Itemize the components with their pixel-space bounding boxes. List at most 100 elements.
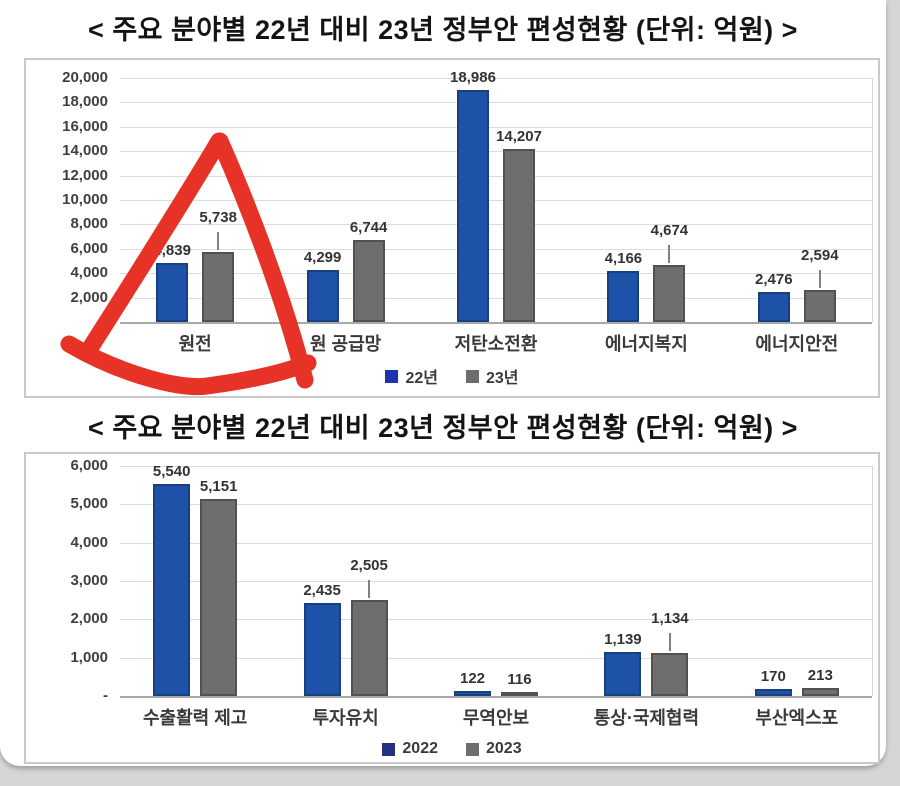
x-axis-category-label: 투자유치 [312, 708, 379, 728]
2023-value-label: 116 [507, 670, 532, 688]
plot-right-border [872, 466, 873, 696]
x-axis-category-label: 통상·국제협력 [593, 708, 700, 728]
y-axis-tick-label: - [103, 687, 108, 704]
legend-item-23년: 23년 [466, 364, 519, 388]
value-label-leader-line [818, 270, 821, 289]
gridline [120, 102, 872, 104]
legend-swatch-icon [382, 742, 396, 756]
gridline [120, 504, 872, 506]
y-axis-tick-label: 16,000 [62, 117, 108, 135]
2022-value-label: 122 [459, 670, 486, 688]
chart1-title: < 주요 분야별 22년 대비 23년 정부안 편성현황 (단위: 억원) > [88, 15, 798, 45]
x-axis-line [120, 322, 872, 324]
gridline [120, 78, 872, 79]
x-axis-category-label: 저탄소전환 [454, 334, 538, 354]
gridline [120, 175, 872, 177]
2022-bar [303, 602, 341, 696]
gridline [120, 126, 872, 128]
legend-item-22년: 22년 [385, 364, 438, 388]
23년-value-label: 6,744 [349, 218, 388, 236]
y-axis-tick-label: 14,000 [62, 142, 108, 160]
chart2-title: < 주요 분야별 22년 대비 23년 정부안 편성현황 (단위: 억원) > [88, 413, 798, 443]
2023-bar [350, 599, 388, 696]
y-axis-tick-label: 1,000 [70, 648, 108, 666]
y-axis-tick-label: 18,000 [62, 93, 108, 111]
23년-bar [803, 290, 836, 322]
chart-legend: 22년 23년 [26, 364, 878, 388]
gridline [120, 151, 872, 153]
y-axis-tick-label: 4,000 [70, 533, 108, 551]
page-card: < 주요 분야별 22년 대비 23년 정부안 편성현황 (단위: 억원) > … [0, 0, 886, 766]
y-axis-tick-label: 6,000 [70, 457, 108, 474]
gridline [120, 581, 872, 582]
x-axis-category-label: 수출활력 제고 [143, 708, 248, 728]
chart2-card: - 1,000 2,000 3,000 4,000 5,000 6,000 5,540 5,15… [24, 452, 880, 764]
gridline [120, 200, 872, 201]
gridline [120, 297, 872, 299]
23년-bar [653, 264, 686, 322]
2022-bar [153, 483, 191, 696]
value-label-leader-line [668, 632, 671, 651]
y-axis-tick-label: 5,000 [70, 495, 108, 513]
y-axis-tick-label: 2,000 [70, 610, 108, 628]
legend-label: 22년 [405, 370, 438, 387]
2022-value-label: 1,139 [604, 631, 642, 649]
22년-bar [457, 90, 489, 322]
2022-bar [454, 691, 491, 696]
22년-value-label: 4,166 [604, 250, 643, 268]
23년-bar [202, 251, 235, 322]
chart-legend: 2022 2023 [26, 740, 878, 758]
2022-value-label: 2,435 [303, 581, 341, 599]
value-label-leader-line [217, 231, 220, 250]
legend-swatch-icon [466, 369, 479, 383]
y-axis-tick-label: 3,000 [70, 572, 108, 589]
y-axis-tick-label: 12,000 [62, 166, 108, 184]
chart1-card: - 2,000 4,000 6,000 8,000 10,000 12,000 14,000 1… [24, 58, 880, 398]
y-axis-tick-label: 6,000 [70, 239, 108, 257]
legend-label: 23년 [486, 370, 519, 387]
2023-bar [200, 498, 238, 696]
gridline [120, 542, 872, 544]
2023-value-label: 213 [807, 666, 833, 684]
gridline [120, 466, 872, 467]
22년-value-label: 18,986 [450, 69, 496, 87]
2023-bar [801, 687, 839, 696]
22년-bar [156, 262, 189, 322]
legend-item-2022: 2022 [382, 740, 438, 758]
y-axis-tick-label: 10,000 [62, 191, 108, 208]
x-axis-category-label: 무역안보 [462, 708, 530, 728]
legend-swatch-icon [466, 742, 479, 756]
gridline [120, 657, 872, 659]
2023-bar [651, 652, 689, 696]
x-axis-category-label: 에너지복지 [604, 334, 688, 354]
23년-bar [503, 148, 535, 322]
legend-item-2023: 2023 [466, 740, 522, 758]
2023-bar [501, 691, 538, 696]
2022-value-label: 5,540 [152, 462, 191, 480]
23년-value-label: 5,738 [199, 208, 237, 226]
legend-swatch-icon [385, 369, 399, 383]
y-axis-tick-label: 8,000 [70, 215, 108, 233]
legend-label: 2023 [486, 740, 522, 757]
x-axis-category-label: 원 공급망 [309, 334, 382, 354]
x-axis-category-label: 에너지안전 [755, 334, 839, 354]
x-axis-line [120, 696, 872, 698]
2023-value-label: 2,505 [350, 556, 388, 574]
22년-bar [306, 269, 339, 322]
y-axis-tick-label: - [103, 313, 108, 330]
2023-value-label: 1,134 [651, 609, 689, 627]
value-label-leader-line [368, 579, 371, 598]
y-axis-tick-label: 20,000 [62, 69, 108, 86]
legend-label: 2022 [402, 740, 438, 757]
22년-bar [757, 291, 790, 322]
2022-bar [604, 652, 642, 696]
gridline [120, 273, 872, 275]
gridline [120, 224, 872, 226]
gridline [120, 248, 872, 250]
2022-value-label: 170 [760, 668, 786, 686]
23년-value-label: 2,594 [801, 247, 839, 265]
value-label-leader-line [668, 244, 671, 263]
y-axis-tick-label: 2,000 [70, 288, 108, 306]
y-axis-tick-label: 4,000 [70, 264, 108, 282]
2022-bar [754, 689, 792, 696]
